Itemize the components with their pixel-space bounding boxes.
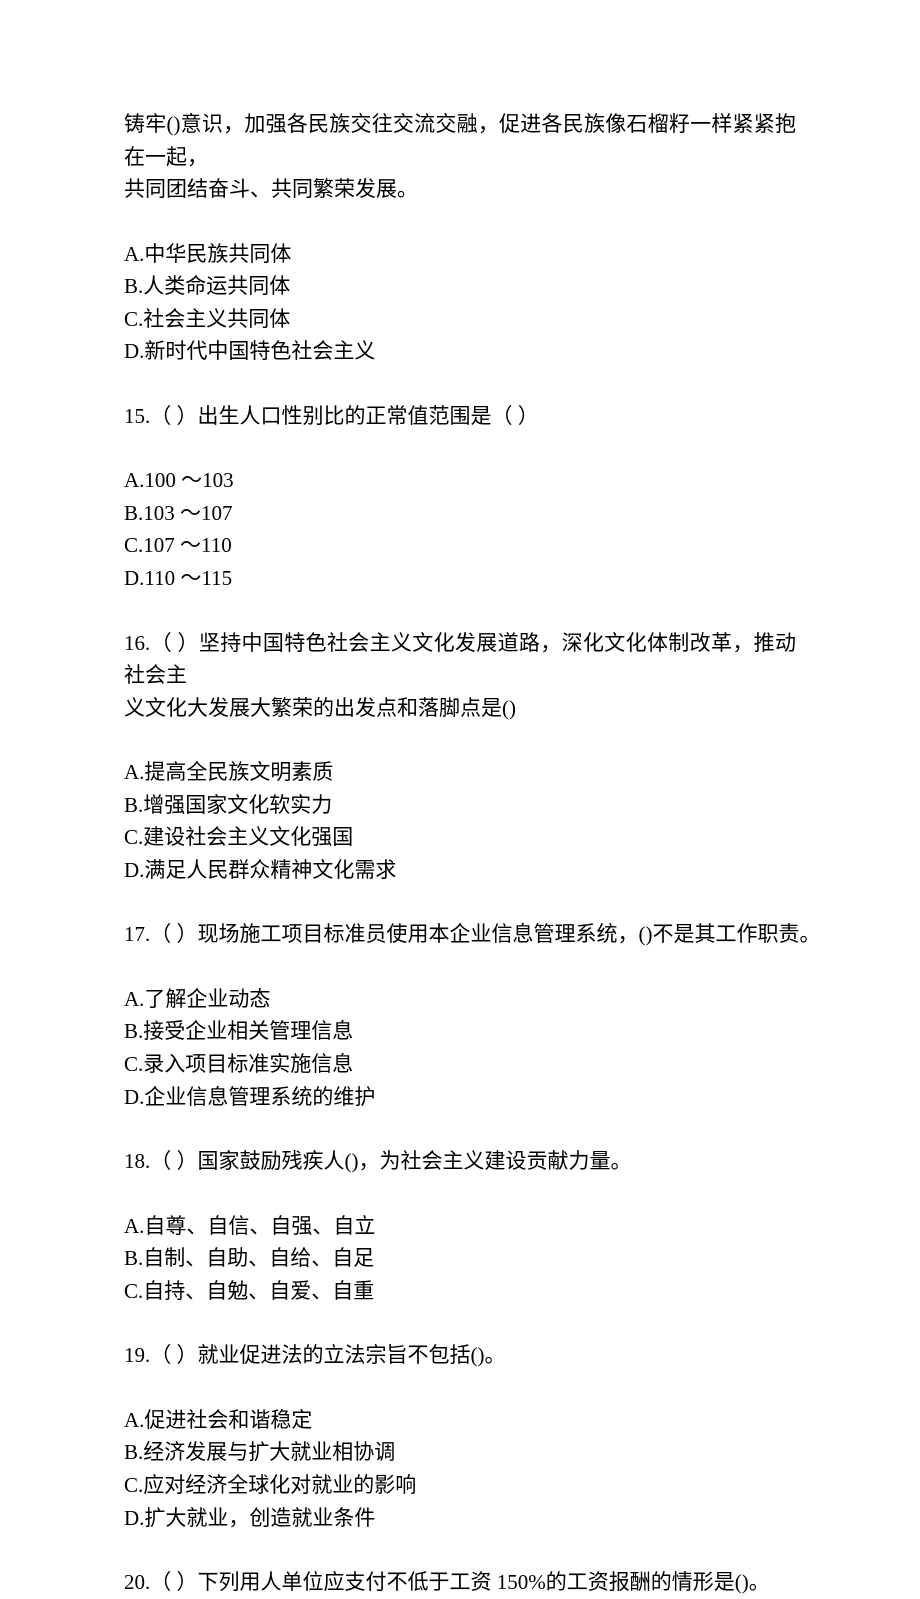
q17-option-c: C.录入项目标准实施信息: [124, 1048, 796, 1081]
q20-text: 20.（ ）下列用人单位应支付不低于工资 150%的工资报酬的情形是()。: [124, 1566, 796, 1599]
q19-text: 19.（ ）就业促进法的立法宗旨不包括()。: [124, 1339, 796, 1372]
q18-option-c: C.自持、自勉、自爱、自重: [124, 1275, 796, 1308]
q15-option-d: D.110 ～115: [124, 562, 796, 595]
q18-option-b: B.自制、自助、自给、自足: [124, 1242, 796, 1275]
q18-option-a: A.自尊、自信、自强、自立: [124, 1210, 796, 1243]
q16-line-1: 16.（ ）坚持中国特色社会主义文化发展道路，深化文化体制改革，推动社会主: [124, 627, 796, 692]
q19-option-a: A.促进社会和谐稳定: [124, 1404, 796, 1437]
q15-text: 15.（ ）出生人口性别比的正常值范围是（ ）: [124, 400, 796, 433]
q16-option-b: B.增强国家文化软实力: [124, 789, 796, 822]
intro-option-d: D.新时代中国特色社会主义: [124, 335, 796, 368]
q19-option-b: B.经济发展与扩大就业相协调: [124, 1436, 796, 1469]
q15-option-c: C.107 ～110: [124, 529, 796, 562]
q19-option-d: D.扩大就业，创造就业条件: [124, 1502, 796, 1535]
q17-option-a: A.了解企业动态: [124, 983, 796, 1016]
q15-option-a: A.100 ～103: [124, 464, 796, 497]
q17-option-b: B.接受企业相关管理信息: [124, 1015, 796, 1048]
intro-line-2: 共同团结奋斗、共同繁荣发展。: [124, 173, 796, 206]
q16-option-c: C.建设社会主义文化强国: [124, 821, 796, 854]
q18-text: 18.（ ）国家鼓励残疾人()，为社会主义建设贡献力量。: [124, 1145, 796, 1178]
intro-option-b: B.人类命运共同体: [124, 270, 796, 303]
q17-text: 17.（ ）现场施工项目标准员使用本企业信息管理系统，()不是其工作职责。: [124, 918, 796, 951]
q16-option-a: A.提高全民族文明素质: [124, 756, 796, 789]
q15-option-b: B.103 ～107: [124, 497, 796, 530]
intro-option-a: A.中华民族共同体: [124, 238, 796, 271]
q19-option-c: C.应对经济全球化对就业的影响: [124, 1469, 796, 1502]
q17-option-d: D.企业信息管理系统的维护: [124, 1081, 796, 1114]
q16-option-d: D.满足人民群众精神文化需求: [124, 854, 796, 887]
q16-line-2: 义文化大发展大繁荣的出发点和落脚点是(): [124, 692, 796, 725]
intro-option-c: C.社会主义共同体: [124, 303, 796, 336]
intro-line-1: 铸牢()意识，加强各民族交往交流交融，促进各民族像石榴籽一样紧紧抱在一起，: [124, 108, 796, 173]
